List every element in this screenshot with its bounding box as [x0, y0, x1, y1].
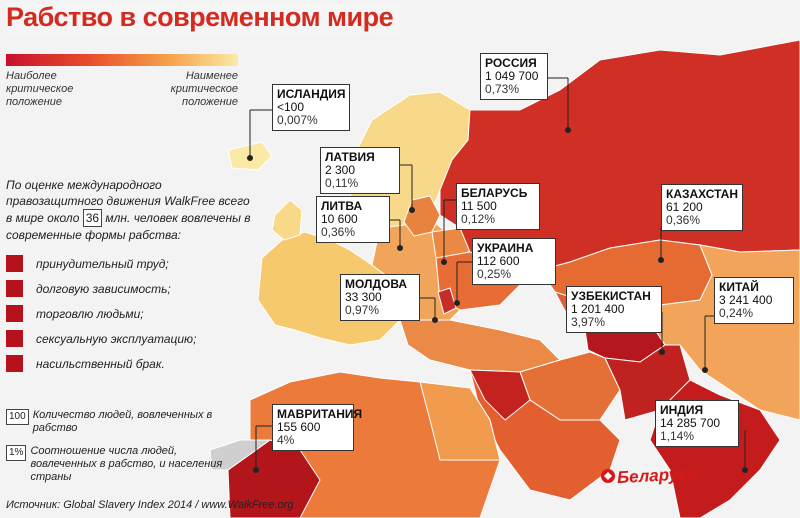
country-ratio: 4% — [277, 433, 295, 447]
country-count: 155 600 — [277, 420, 321, 434]
intro-number-box: 36 — [82, 209, 103, 227]
country-count: 3 241 400 — [719, 293, 773, 307]
region-western-sahara — [209, 439, 272, 471]
country-name: МАВРИТАНИЯ — [277, 407, 363, 421]
form-label: сексуальную эксплуатацию; — [33, 331, 200, 346]
source-caption: Источник: Global Slavery Index 2014 / ww… — [6, 499, 294, 511]
brand-logo-icon — [601, 469, 615, 483]
country-ratio: 0,24% — [719, 306, 754, 320]
country-name: ЛИТВА — [321, 199, 363, 213]
intro-before: По оценке международного правозащитного … — [6, 178, 250, 225]
callout-mauritania: МАВРИТАНИЯ 155 600 4% — [272, 404, 363, 451]
list-item: принудительный труд; — [6, 254, 199, 273]
callout-russia: РОССИЯ 1 049 700 0,73% — [480, 53, 548, 100]
country-name: УКРАИНА — [477, 241, 534, 255]
form-label: торговлю людьми; — [33, 306, 147, 321]
red-square-icon — [6, 255, 23, 272]
country-count: 2 300 — [325, 163, 356, 177]
red-square-icon — [6, 355, 23, 372]
severity-gradient-bar — [6, 54, 238, 66]
red-square-icon — [6, 330, 23, 347]
key-ratio-symbol: 1% — [6, 445, 27, 461]
callout-belarus: БЕЛАРУСЬ 11 500 0,12% — [456, 183, 540, 230]
form-label: долговую зависимость; — [33, 281, 174, 296]
list-item: торговлю людьми; — [6, 304, 199, 323]
country-count: 10 600 — [321, 212, 358, 226]
callout-china: КИТАЙ 3 241 400 0,24% — [714, 277, 794, 324]
intro-after: млн. человек вовлечены в современные фор… — [6, 211, 251, 242]
region-iraq-syria — [469, 369, 531, 421]
list-item: сексуальную эксплуатацию; — [6, 329, 200, 348]
country-ratio: 0,97% — [345, 303, 380, 317]
key-count-symbol: 100 — [6, 409, 29, 425]
region-uk — [271, 199, 303, 241]
red-square-icon — [6, 305, 23, 322]
country-ratio: 0,36% — [666, 213, 701, 227]
callout-ukraine: УКРАИНА 112 600 0,25% — [472, 238, 556, 285]
country-count: 33 300 — [345, 290, 382, 304]
red-square-icon — [6, 280, 23, 297]
callout-iceland: ИСЛАНДИЯ <100 0,007% — [272, 84, 350, 131]
key-ratio-text: Соотношение числа людей, вовлеченных в р… — [30, 445, 223, 483]
form-label: насильственный брак. — [33, 356, 168, 371]
country-name: ЛАТВИЯ — [325, 150, 375, 164]
callout-moldova: МОЛДОВА 33 300 0,97% — [340, 274, 420, 321]
country-ratio: 0,73% — [485, 82, 520, 96]
callout-latvia: ЛАТВИЯ 2 300 0,11% — [320, 147, 400, 194]
country-count: 112 600 — [477, 254, 520, 268]
country-ratio: 0,36% — [321, 225, 356, 239]
country-ratio: 0,11% — [325, 176, 359, 190]
country-count: 11 500 — [461, 199, 497, 213]
country-name: ИСЛАНДИЯ — [277, 87, 346, 101]
country-count: 61 200 — [666, 200, 703, 214]
callout-india: ИНДИЯ 14 285 700 1,14% — [655, 400, 739, 447]
form-label: принудительный труд; — [33, 256, 172, 271]
country-name: КАЗАХСТАН — [666, 187, 738, 201]
country-ratio: 0,007% — [277, 113, 318, 127]
country-name: МОЛДОВА — [345, 277, 408, 291]
callout-uzbekistan: УЗБЕКИСТАН 1 201 400 3,97% — [566, 286, 662, 333]
callout-lithuania: ЛИТВА 10 600 0,36% — [316, 196, 390, 243]
country-name: РОССИЯ — [485, 56, 537, 70]
country-count: 14 285 700 — [660, 416, 721, 430]
country-count: 1 201 400 — [571, 302, 625, 316]
brand-logo: Беларусь — [616, 463, 699, 488]
country-name: ИНДИЯ — [660, 403, 704, 417]
country-ratio: 3,97% — [571, 315, 606, 329]
legend-least-critical-label: Наименее критическое положение — [170, 70, 238, 108]
country-name: УЗБЕКИСТАН — [571, 289, 651, 303]
region-egypt — [419, 381, 501, 461]
list-item: насильственный брак. — [6, 354, 199, 373]
callout-kazakhstan: КАЗАХСТАН 61 200 0,36% — [661, 184, 743, 231]
slavery-forms-list: принудительный труд; долговую зависимост… — [6, 254, 200, 379]
page-title: Рабство в современном мире — [6, 2, 400, 35]
country-name: БЕЛАРУСЬ — [461, 186, 528, 200]
country-ratio: 0,12% — [461, 212, 496, 226]
region-moldova — [437, 287, 457, 315]
country-ratio: 0,25% — [477, 267, 512, 281]
country-count: <100 — [277, 100, 305, 114]
legend-most-critical-label: Наиболее критическое положение — [6, 70, 74, 108]
country-ratio: 1,14% — [660, 429, 695, 443]
key-ratio: 1% Соотношение числа людей, вовлеченных … — [6, 445, 230, 484]
key-count: 100 Количество людей, вовлеченных в рабс… — [6, 409, 233, 435]
country-count: 1 049 700 — [485, 69, 539, 83]
key-count-text: Количество людей, вовлеченных в рабство — [32, 409, 213, 434]
intro-text: По оценке международного правозащитного … — [6, 177, 256, 243]
country-name: КИТАЙ — [719, 280, 759, 294]
list-item: долговую зависимость; — [6, 279, 199, 298]
